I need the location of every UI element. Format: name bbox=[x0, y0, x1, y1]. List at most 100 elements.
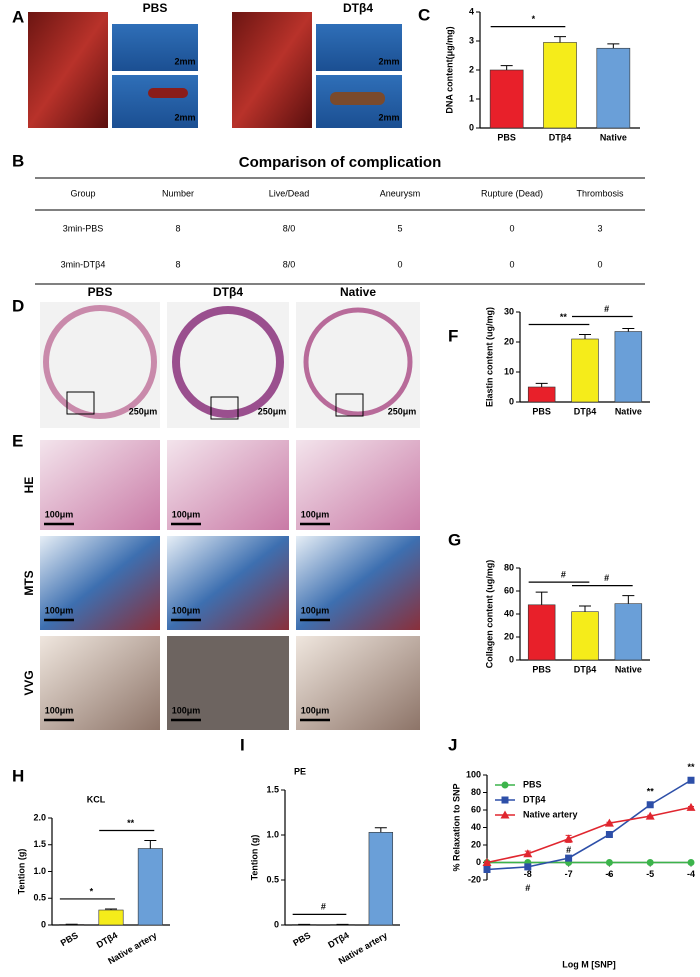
table-cell: 8/0 bbox=[283, 223, 296, 233]
scale-label: 100μm bbox=[301, 605, 330, 615]
x-tick-label: DTβ4 bbox=[326, 930, 350, 950]
table-cell: 0 bbox=[597, 259, 602, 269]
error-bar bbox=[500, 65, 513, 70]
table: Comparison of complication Group Number Li… bbox=[35, 154, 645, 285]
x-tick-label: DTβ4 bbox=[95, 930, 119, 950]
x-tick-label: DTβ4 bbox=[574, 664, 597, 674]
photo bbox=[296, 302, 420, 428]
y-axis-label: Tention (g) bbox=[249, 835, 259, 881]
marker bbox=[482, 858, 492, 866]
marker bbox=[524, 863, 532, 871]
significance-label: # bbox=[604, 573, 609, 583]
bar bbox=[596, 47, 631, 129]
x-tick-label: PBS bbox=[291, 930, 312, 948]
y-tick-label: 2.0 bbox=[33, 812, 46, 822]
scale-label: 100μm bbox=[301, 705, 330, 715]
stain-label: MTS bbox=[22, 570, 36, 595]
marker bbox=[501, 796, 509, 804]
photo bbox=[296, 636, 420, 730]
y-tick-label: 30 bbox=[504, 306, 514, 316]
scale-label: 2mm bbox=[378, 112, 399, 122]
x-axis-label: Log M [SNP] bbox=[562, 959, 616, 969]
photo bbox=[296, 536, 420, 630]
y-tick-label: 0 bbox=[476, 857, 481, 867]
table-header: Live/Dead bbox=[269, 188, 310, 198]
error-bar bbox=[535, 591, 548, 605]
bar bbox=[571, 611, 599, 661]
bar bbox=[368, 831, 394, 926]
y-tick-label: 0 bbox=[469, 122, 474, 132]
y-tick-label: 40 bbox=[504, 608, 514, 618]
table-header: Rupture (Dead) bbox=[481, 188, 543, 198]
y-tick-label: 1.5 bbox=[33, 839, 46, 849]
x-tick-label: Native bbox=[615, 664, 642, 674]
significance-label: * bbox=[90, 886, 94, 896]
marker bbox=[604, 818, 614, 827]
bar bbox=[614, 331, 643, 403]
scale-label: 100μm bbox=[172, 605, 201, 615]
significance-label: # bbox=[561, 570, 566, 580]
stain-label: HE bbox=[22, 477, 36, 494]
group-label: PBS bbox=[143, 1, 168, 15]
photo-vessel bbox=[330, 92, 385, 105]
marker bbox=[605, 831, 613, 838]
table-header: Number bbox=[162, 188, 194, 198]
bar bbox=[571, 338, 599, 403]
marker bbox=[483, 866, 491, 873]
legend-label: PBS bbox=[523, 779, 542, 789]
stain-label: VVG bbox=[22, 670, 36, 695]
y-axis-label: Collagen content (ug/mg) bbox=[484, 560, 494, 669]
photo-section bbox=[43, 305, 157, 419]
table-header: Thrombosis bbox=[576, 188, 624, 198]
significance-label: ** bbox=[127, 818, 135, 828]
x-tick-label: -4 bbox=[687, 869, 695, 879]
chart-title: KCL bbox=[87, 794, 106, 804]
table-cell: 5 bbox=[397, 223, 402, 233]
significance-label: ** bbox=[647, 787, 655, 797]
panel-label: E bbox=[12, 431, 23, 450]
significance-label: # bbox=[525, 883, 530, 893]
panel-label: I bbox=[240, 735, 245, 754]
bar bbox=[137, 848, 163, 926]
panel-e-photos: HE MTS VVG bbox=[22, 440, 420, 730]
scale-label: 2mm bbox=[378, 56, 399, 66]
photo bbox=[40, 636, 160, 730]
error-bar bbox=[579, 605, 591, 612]
y-tick-label: 1 bbox=[469, 93, 474, 103]
photo bbox=[167, 536, 289, 630]
scale-label: 100μm bbox=[45, 509, 74, 519]
scale-label: 100μm bbox=[172, 705, 201, 715]
y-tick-label: 1.0 bbox=[33, 866, 46, 876]
chart-title: PE bbox=[294, 766, 306, 776]
error-bar bbox=[607, 43, 620, 49]
table-cell: 8 bbox=[175, 259, 180, 269]
significance-label: * bbox=[532, 14, 536, 24]
y-tick-label: 4 bbox=[469, 6, 474, 16]
group-label: PBS bbox=[88, 285, 113, 299]
inset-box bbox=[335, 393, 364, 417]
bar bbox=[527, 386, 556, 403]
y-tick-label: 2 bbox=[469, 64, 474, 74]
x-tick-label: PBS bbox=[497, 132, 516, 142]
series-line bbox=[486, 806, 692, 864]
panel-label: H bbox=[12, 766, 24, 785]
marker bbox=[645, 811, 655, 820]
table-cell: 3 bbox=[597, 223, 602, 233]
x-tick-label: -6 bbox=[605, 869, 613, 879]
table-cell: 8 bbox=[175, 223, 180, 233]
x-tick-label: -7 bbox=[565, 869, 573, 879]
scale-label: 250μm bbox=[388, 406, 417, 416]
x-tick-label: Native bbox=[600, 132, 627, 142]
photo bbox=[28, 12, 108, 128]
panel-d-photos: PBS DTβ4 Native 250μm 250μm 250μm bbox=[40, 285, 420, 428]
significance-label: # bbox=[604, 304, 609, 314]
table-cell: 8/0 bbox=[283, 259, 296, 269]
photo bbox=[40, 536, 160, 630]
y-axis-label: Elastin content (ug/mg) bbox=[484, 307, 494, 407]
scale-label: 100μm bbox=[45, 605, 74, 615]
table-header: Aneurysm bbox=[380, 188, 421, 198]
panel-label: D bbox=[12, 296, 24, 315]
group-label: Native bbox=[340, 285, 376, 299]
y-tick-label: 100 bbox=[466, 769, 481, 779]
